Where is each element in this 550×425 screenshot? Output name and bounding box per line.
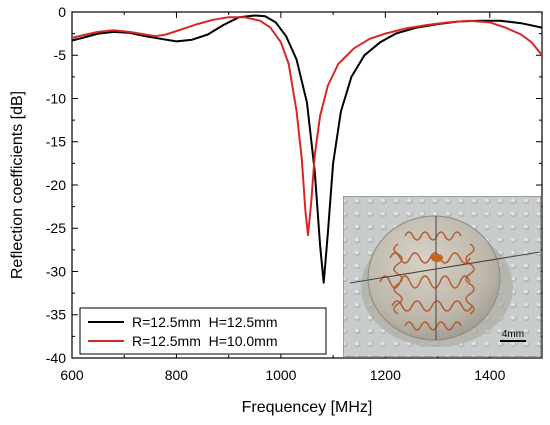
x-axis-title: Frequencey [MHz] <box>242 399 373 416</box>
x-tick-label: 1400 <box>474 367 505 383</box>
feed-point <box>431 254 443 262</box>
y-tick-label: -10 <box>46 91 66 107</box>
y-axis-title: Reflection coefficients [dB] <box>9 91 26 279</box>
x-tick-label: 600 <box>60 367 84 383</box>
series-line-1 <box>71 16 543 237</box>
legend-label: R=12.5mm H=12.5mm <box>132 314 278 330</box>
hemisphere-dome <box>367 215 501 341</box>
x-tick-label: 1000 <box>265 367 296 383</box>
y-tick-label: -35 <box>46 307 66 323</box>
legend: R=12.5mm H=12.5mm R=12.5mm H=10.0mm <box>79 307 327 355</box>
x-tick-label: 800 <box>165 367 189 383</box>
y-tick-label: -15 <box>46 134 66 150</box>
y-tick-label: -30 <box>46 264 66 280</box>
y-tick-label: -20 <box>46 177 66 193</box>
y-tick-label: 0 <box>58 4 66 20</box>
scale-bar-label: 4mm <box>502 329 524 340</box>
y-tick-label: -5 <box>54 47 67 63</box>
series-group <box>71 14 543 284</box>
antenna-meander-trace <box>379 231 475 331</box>
y-tick-label: -25 <box>46 220 66 236</box>
x-tick-labels: 600 800 1000 1200 1400 <box>60 367 505 383</box>
y-tick-label: -40 <box>46 350 66 366</box>
x-tick-label: 1200 <box>370 367 401 383</box>
inset-photo: 4mm <box>343 196 541 357</box>
legend-label: R=12.5mm H=10.0mm <box>132 333 278 349</box>
y-tick-labels: 0 -5 -10 -15 -20 -25 -30 -35 -40 <box>46 4 66 366</box>
legend-box <box>79 307 327 355</box>
